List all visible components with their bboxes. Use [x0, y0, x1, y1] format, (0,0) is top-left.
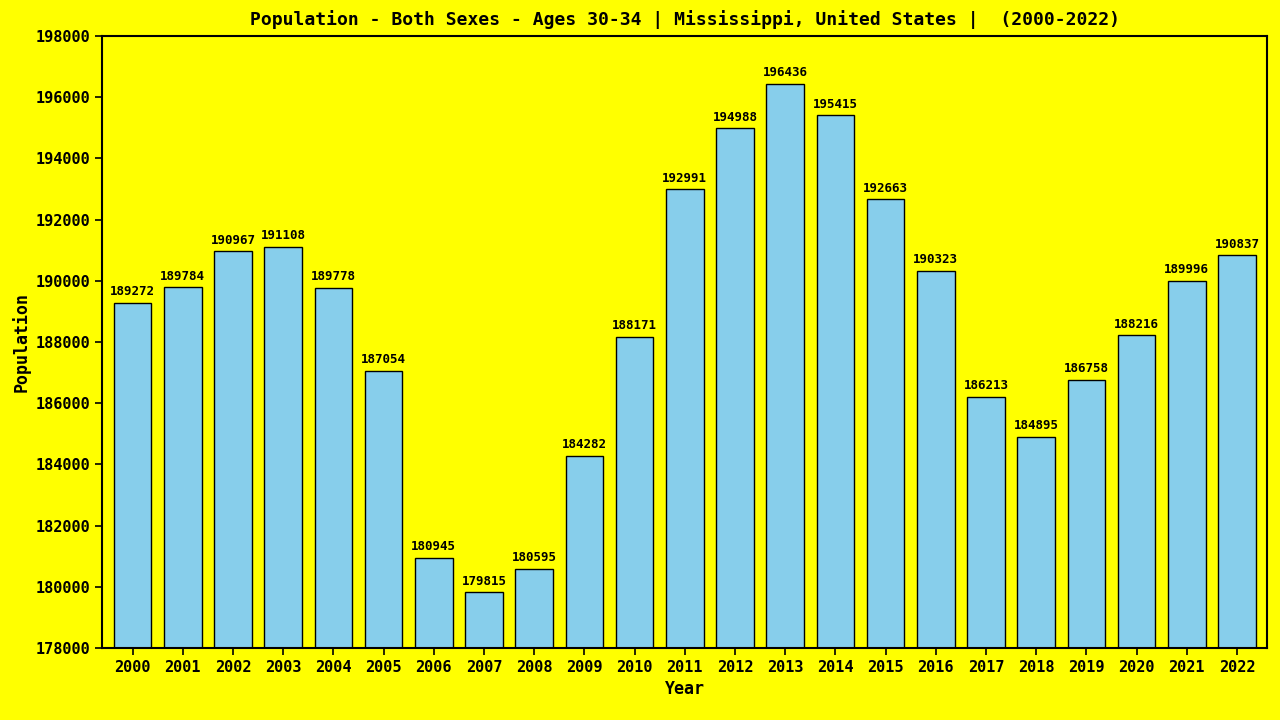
Text: 194988: 194988	[713, 111, 758, 124]
Bar	[516, 569, 553, 648]
Title: Population - Both Sexes - Ages 30-34 | Mississippi, United States |  (2000-2022): Population - Both Sexes - Ages 30-34 | M…	[250, 10, 1120, 29]
Bar	[666, 189, 704, 648]
Text: 189784: 189784	[160, 270, 205, 283]
Text: 191108: 191108	[261, 229, 306, 243]
Text: 188171: 188171	[612, 319, 657, 332]
Bar	[717, 128, 754, 648]
Bar	[1219, 255, 1256, 648]
Bar	[365, 371, 402, 648]
Bar	[1018, 437, 1055, 648]
Text: 192663: 192663	[863, 181, 908, 194]
Text: 188216: 188216	[1114, 318, 1160, 330]
Bar	[214, 251, 252, 648]
Text: 180595: 180595	[512, 551, 557, 564]
Bar	[114, 303, 151, 648]
Text: 184282: 184282	[562, 438, 607, 451]
Text: 179815: 179815	[462, 575, 507, 588]
Text: 189272: 189272	[110, 286, 155, 299]
Bar	[867, 199, 905, 648]
Text: 186758: 186758	[1064, 362, 1108, 375]
Bar	[315, 287, 352, 648]
X-axis label: Year: Year	[664, 680, 705, 698]
Text: 196436: 196436	[763, 66, 808, 79]
Text: 180945: 180945	[411, 540, 456, 553]
Bar	[817, 115, 854, 648]
Text: 189778: 189778	[311, 270, 356, 283]
Text: 190967: 190967	[210, 233, 256, 247]
Bar	[1068, 380, 1106, 648]
Bar	[465, 593, 503, 648]
Bar	[616, 337, 653, 648]
Text: 186213: 186213	[964, 379, 1009, 392]
Text: 184895: 184895	[1014, 420, 1059, 433]
Text: 189996: 189996	[1165, 264, 1210, 276]
Bar	[264, 247, 302, 648]
Text: 192991: 192991	[662, 171, 708, 185]
Text: 187054: 187054	[361, 354, 406, 366]
Text: 195415: 195415	[813, 97, 858, 110]
Text: 190323: 190323	[914, 253, 959, 266]
Bar	[164, 287, 201, 648]
Bar	[916, 271, 955, 648]
Bar	[415, 558, 453, 648]
Text: 190837: 190837	[1215, 238, 1260, 251]
Bar	[1169, 281, 1206, 648]
Y-axis label: Population: Population	[12, 292, 31, 392]
Bar	[566, 456, 603, 648]
Bar	[767, 84, 804, 648]
Bar	[1117, 336, 1156, 648]
Bar	[968, 397, 1005, 648]
